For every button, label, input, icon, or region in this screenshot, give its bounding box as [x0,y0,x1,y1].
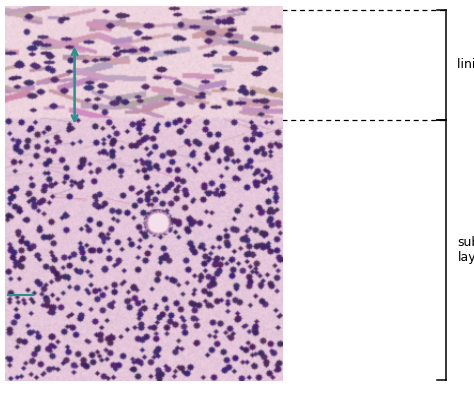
Text: sublining
layer: sublining layer [457,236,474,264]
Text: lining layer: lining layer [457,58,474,72]
Text: perivascular
infiltration: perivascular infiltration [171,247,239,268]
Text: blood vessel: blood vessel [180,221,249,231]
